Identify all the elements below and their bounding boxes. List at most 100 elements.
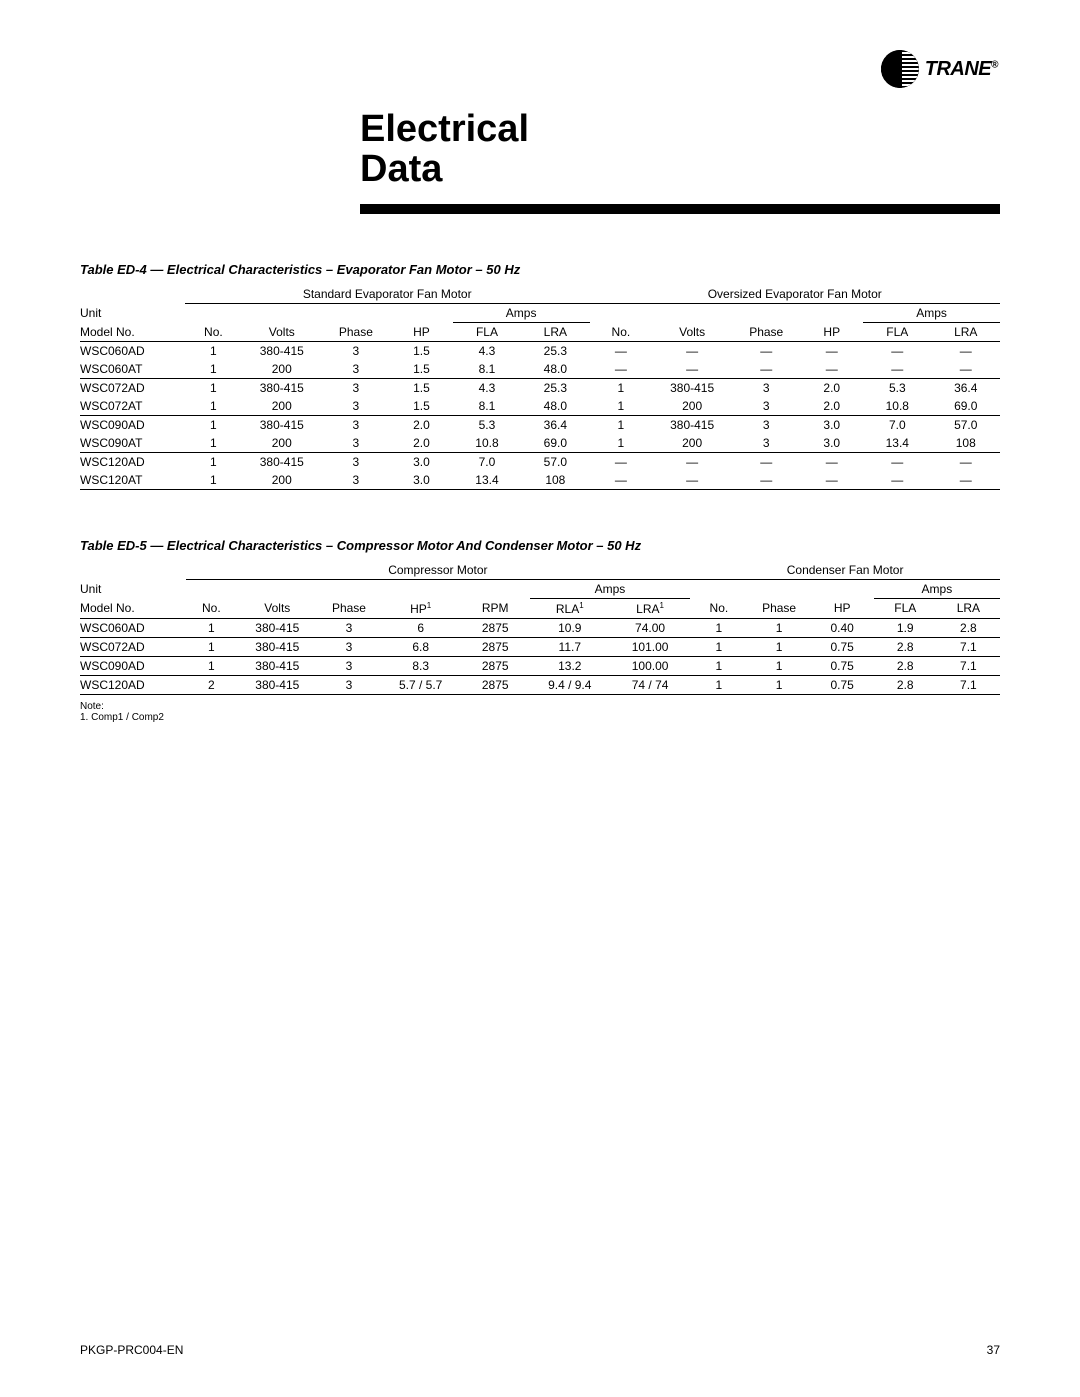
page-footer: PKGP-PRC004-EN 37 [80,1343,1000,1357]
table2-h-rla: RLA1 [530,598,610,618]
table-cell: — [732,471,800,490]
table-cell: 100.00 [610,656,690,675]
table2-notes: Note: 1. Comp1 / Comp2 [80,701,1000,723]
brand-logo: TRANE® [881,50,998,88]
table-cell: WSC090AD [80,415,185,434]
table-cell: 380-415 [237,656,317,675]
table-cell: — [863,471,931,490]
table-cell: 1 [690,656,747,675]
table1-subheader: Unit Amps Amps [80,303,1000,322]
table-cell: 3 [732,397,800,416]
table1-caption: Table ED-4 — Electrical Characteristics … [80,262,1000,277]
table-cell: 3 [732,415,800,434]
table-cell: — [800,452,863,471]
table-cell: 1 [185,341,242,360]
table-row: WSC120AD2380-41535.7 / 5.728759.4 / 9.47… [80,675,1000,694]
table-row: WSC072AT120031.58.148.0120032.010.869.0 [80,397,1000,416]
table-cell: — [800,360,863,379]
table-cell: — [590,452,653,471]
table2-h-no-c: No. [186,598,238,618]
table-cell: 2.0 [390,415,453,434]
note-1: 1. Comp1 / Comp2 [80,712,1000,723]
table-cell: 10.8 [863,397,931,416]
table-cell: WSC072AD [80,378,185,397]
table-cell: WSC120AT [80,471,185,490]
table-row: WSC090AT120032.010.869.0120033.013.4108 [80,434,1000,453]
table-cell: — [732,360,800,379]
table-cell: 7.0 [863,415,931,434]
table1-std-group: Standard Evaporator Fan Motor [185,285,590,304]
table1-h-no-ovr: No. [590,322,653,341]
footer-doc-id: PKGP-PRC004-EN [80,1343,183,1357]
table-cell: 1 [185,434,242,453]
table-cell: 200 [652,397,732,416]
table-cell: 2.8 [874,675,937,694]
table-cell: 3 [732,434,800,453]
brand-name: TRANE® [925,58,998,81]
table-cell: 1 [590,378,653,397]
table-cell: — [800,341,863,360]
table-cell: 1 [185,415,242,434]
table-cell: — [800,471,863,490]
table-cell: 108 [521,471,589,490]
table-cell: 3 [322,415,390,434]
table-row: WSC072AD1380-41531.54.325.31380-41532.05… [80,378,1000,397]
table-cell: 36.4 [931,378,1000,397]
table-cell: 5.3 [863,378,931,397]
table2-h-phase-c: Phase [317,598,380,618]
table-cell: 7.0 [453,452,521,471]
table1-h-hp-std: HP [390,322,453,341]
table-cell: 57.0 [521,452,589,471]
table-cell: 3 [317,675,380,694]
table1-h-fla-std: FLA [453,322,521,341]
table-cell: 3 [322,452,390,471]
table1-unit-label: Unit [80,303,185,322]
table-cell: — [590,471,653,490]
table-cell: 1.5 [390,397,453,416]
table-cell: — [652,471,732,490]
table1-h-fla-ovr: FLA [863,322,931,341]
table-cell: 1 [590,415,653,434]
page-title: Electrical Data [360,110,1000,190]
table-cell: 8.1 [453,360,521,379]
table-cell: WSC072AT [80,397,185,416]
table-cell: 3 [322,378,390,397]
table-cell: — [590,341,653,360]
table-cell: 380-415 [242,452,322,471]
table-cell: 3 [322,341,390,360]
table-cell: WSC060AD [80,618,186,637]
table-cell: 380-415 [652,378,732,397]
table-cell: 25.3 [521,378,589,397]
table-cell: 200 [242,471,322,490]
table2-h-volts-c: Volts [237,598,317,618]
table-cell: WSC090AT [80,434,185,453]
table-cell: 1 [185,360,242,379]
table-cell: 36.4 [521,415,589,434]
table-cell: 0.40 [811,618,874,637]
table-cell: 3.0 [390,471,453,490]
table-cell: 2.8 [874,656,937,675]
table-cell: 13.2 [530,656,610,675]
table-cell: 69.0 [521,434,589,453]
table-cell: 380-415 [242,341,322,360]
table1-h-model: Model No. [80,322,185,341]
table-cell: 2.8 [937,618,1000,637]
table-cell: 2875 [461,637,530,656]
table2-amps-cond: Amps [874,579,1000,598]
table-cell: 48.0 [521,397,589,416]
table-cell: 200 [242,397,322,416]
table-ed4: Standard Evaporator Fan Motor Oversized … [80,285,1000,490]
table2-h-hp-f: HP [811,598,874,618]
table-cell: 1 [690,637,747,656]
table-cell: 1 [748,656,811,675]
table-cell: 7.1 [937,675,1000,694]
table1-h-hp-ovr: HP [800,322,863,341]
table2-subheader: Unit Amps Amps [80,579,1000,598]
table-cell: 200 [652,434,732,453]
table-cell: 74.00 [610,618,690,637]
table2-h-fla-f: FLA [874,598,937,618]
table-cell: 10.8 [453,434,521,453]
table-cell: — [732,452,800,471]
table-cell: 69.0 [931,397,1000,416]
table1-h-lra-ovr: LRA [931,322,1000,341]
